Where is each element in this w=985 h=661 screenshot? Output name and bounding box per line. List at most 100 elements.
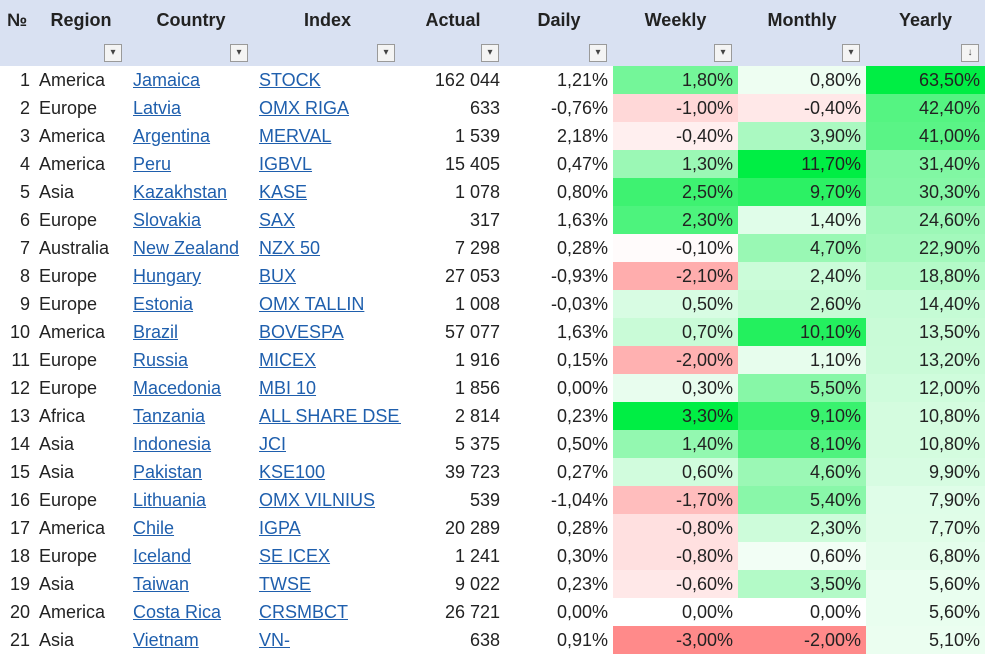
cell-weekly[interactable]: -0,40% xyxy=(613,122,738,150)
cell-yearly[interactable]: 30,30% xyxy=(866,178,985,206)
index-link[interactable]: BUX xyxy=(259,266,297,286)
cell-no[interactable]: 6 xyxy=(19,210,30,230)
cell-monthly[interactable]: 11,70% xyxy=(738,150,866,178)
cell-index[interactable]: IGPA xyxy=(254,514,401,542)
filter-dropdown-icon[interactable]: ▾ xyxy=(714,44,732,62)
cell-region[interactable]: Europe xyxy=(39,98,98,118)
filter-dropdown-icon[interactable]: ▾ xyxy=(842,44,860,62)
cell-country[interactable]: Argentina xyxy=(128,122,254,150)
country-link[interactable]: Slovakia xyxy=(133,210,202,230)
cell-monthly[interactable]: 2,60% xyxy=(738,290,866,318)
cell-yearly[interactable]: 5,10% xyxy=(866,626,985,654)
cell-index[interactable]: BUX xyxy=(254,262,401,290)
cell-country[interactable]: Chile xyxy=(128,514,254,542)
index-link[interactable]: JCI xyxy=(259,434,286,454)
cell-monthly[interactable]: 0,80% xyxy=(738,66,866,94)
country-link[interactable]: Iceland xyxy=(133,546,192,566)
cell-region[interactable]: Asia xyxy=(39,462,75,482)
filter-dropdown-icon[interactable]: ▾ xyxy=(589,44,607,62)
country-link[interactable]: Latvia xyxy=(133,98,182,118)
cell-weekly[interactable]: -2,10% xyxy=(613,262,738,290)
index-link[interactable]: NZX 50 xyxy=(259,238,321,258)
cell-no[interactable]: 21 xyxy=(9,630,30,650)
country-link[interactable]: Tanzania xyxy=(133,406,206,426)
cell-weekly[interactable]: -0,10% xyxy=(613,234,738,262)
cell-no[interactable]: 4 xyxy=(19,154,30,174)
cell-no[interactable]: 18 xyxy=(9,546,30,566)
cell-index[interactable]: NZX 50 xyxy=(254,234,401,262)
cell-actual[interactable]: 15 405 xyxy=(444,154,500,174)
cell-actual[interactable]: 5 375 xyxy=(454,434,500,454)
cell-country[interactable]: Pakistan xyxy=(128,458,254,486)
cell-daily[interactable]: 0,27% xyxy=(556,462,608,482)
cell-actual[interactable]: 20 289 xyxy=(444,518,500,538)
cell-index[interactable]: STOCK xyxy=(254,66,401,94)
cell-index[interactable]: MERVAL xyxy=(254,122,401,150)
cell-monthly[interactable]: 4,70% xyxy=(738,234,866,262)
index-link[interactable]: IGPA xyxy=(259,518,301,538)
cell-actual[interactable]: 638 xyxy=(469,630,500,650)
cell-yearly[interactable]: 63,50% xyxy=(866,66,985,94)
cell-monthly[interactable]: 0,00% xyxy=(738,598,866,626)
cell-country[interactable]: Hungary xyxy=(128,262,254,290)
cell-daily[interactable]: 0,50% xyxy=(556,434,608,454)
cell-weekly[interactable]: 0,30% xyxy=(613,374,738,402)
cell-daily[interactable]: -0,93% xyxy=(550,266,608,286)
country-link[interactable]: Vietnam xyxy=(133,630,199,650)
cell-monthly[interactable]: -2,00% xyxy=(738,626,866,654)
cell-region[interactable]: Asia xyxy=(39,434,75,454)
cell-country[interactable]: Brazil xyxy=(128,318,254,346)
filter-dropdown-icon[interactable]: ▾ xyxy=(230,44,248,62)
cell-region[interactable]: America xyxy=(39,70,106,90)
cell-region[interactable]: America xyxy=(39,602,106,622)
cell-actual[interactable]: 2 814 xyxy=(454,406,500,426)
cell-monthly[interactable]: 1,40% xyxy=(738,206,866,234)
country-link[interactable]: Estonia xyxy=(133,294,194,314)
cell-region[interactable]: Europe xyxy=(39,266,98,286)
cell-daily[interactable]: 0,91% xyxy=(556,630,608,650)
cell-no[interactable]: 12 xyxy=(9,378,30,398)
cell-monthly[interactable]: 1,10% xyxy=(738,346,866,374)
cell-no[interactable]: 19 xyxy=(9,574,30,594)
cell-monthly[interactable]: 10,10% xyxy=(738,318,866,346)
cell-yearly[interactable]: 41,00% xyxy=(866,122,985,150)
country-link[interactable]: Lithuania xyxy=(133,490,207,510)
cell-weekly[interactable]: -0,80% xyxy=(613,542,738,570)
country-link[interactable]: Peru xyxy=(133,154,172,174)
cell-no[interactable]: 8 xyxy=(19,266,30,286)
cell-weekly[interactable]: 1,80% xyxy=(613,66,738,94)
cell-country[interactable]: Slovakia xyxy=(128,206,254,234)
country-link[interactable]: Jamaica xyxy=(133,70,201,90)
cell-daily[interactable]: 0,15% xyxy=(556,350,608,370)
cell-weekly[interactable]: 0,60% xyxy=(613,458,738,486)
cell-no[interactable]: 10 xyxy=(9,322,30,342)
cell-yearly[interactable]: 13,20% xyxy=(866,346,985,374)
cell-monthly[interactable]: 9,10% xyxy=(738,402,866,430)
cell-daily[interactable]: 0,00% xyxy=(556,602,608,622)
cell-region[interactable]: America xyxy=(39,322,106,342)
cell-region[interactable]: America xyxy=(39,126,106,146)
cell-index[interactable]: OMX TALLIN xyxy=(254,290,401,318)
cell-actual[interactable]: 57 077 xyxy=(444,322,500,342)
cell-index[interactable]: TWSE xyxy=(254,570,401,598)
cell-weekly[interactable]: 3,30% xyxy=(613,402,738,430)
cell-no[interactable]: 2 xyxy=(19,98,30,118)
cell-weekly[interactable]: -3,00% xyxy=(613,626,738,654)
cell-country[interactable]: Taiwan xyxy=(128,570,254,598)
cell-country[interactable]: Estonia xyxy=(128,290,254,318)
index-link[interactable]: KSE100 xyxy=(259,462,326,482)
cell-country[interactable]: Latvia xyxy=(128,94,254,122)
cell-weekly[interactable]: 1,40% xyxy=(613,430,738,458)
index-link[interactable]: MBI 10 xyxy=(259,378,317,398)
cell-weekly[interactable]: 2,50% xyxy=(613,178,738,206)
cell-index[interactable]: CRSMBCT xyxy=(254,598,401,626)
index-link[interactable]: CRSMBCT xyxy=(259,602,348,622)
cell-actual[interactable]: 1 916 xyxy=(454,350,500,370)
country-link[interactable]: New Zealand xyxy=(133,238,240,258)
cell-region[interactable]: Australia xyxy=(39,238,110,258)
cell-daily[interactable]: 0,23% xyxy=(556,574,608,594)
cell-country[interactable]: New Zealand xyxy=(128,234,254,262)
cell-index[interactable]: KASE xyxy=(254,178,401,206)
cell-no[interactable]: 11 xyxy=(11,350,30,370)
cell-daily[interactable]: 0,28% xyxy=(556,238,608,258)
